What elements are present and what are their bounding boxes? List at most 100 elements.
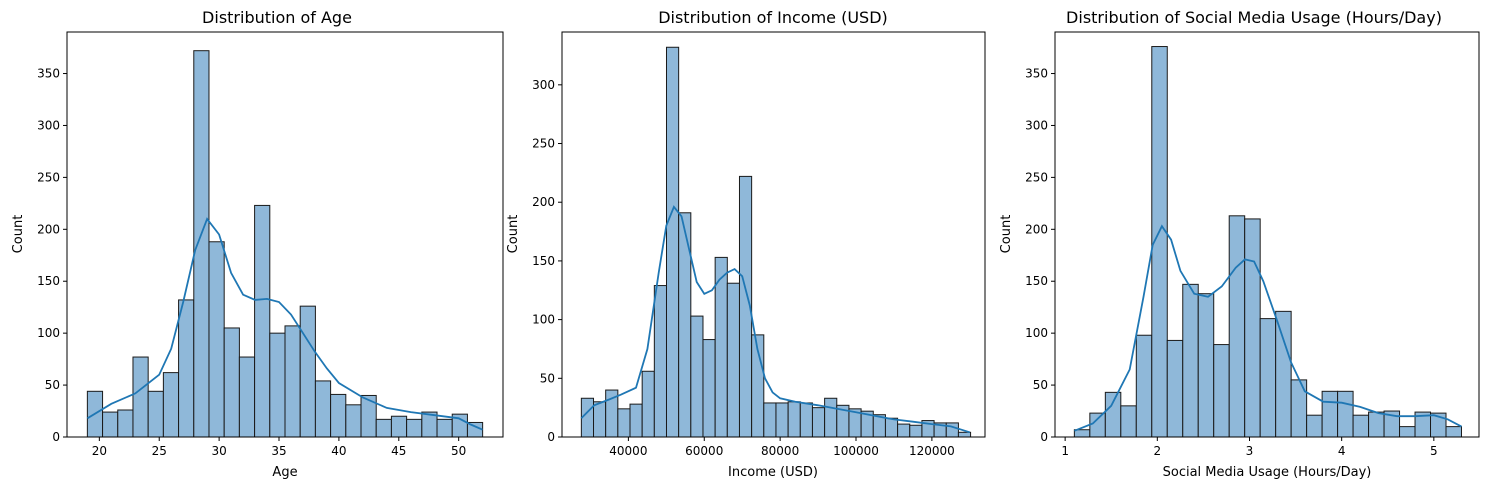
x-tick-label: 20	[92, 444, 107, 458]
y-tick-label: 350	[37, 67, 60, 81]
histogram-bar	[1135, 334, 1153, 438]
y-tick-label: 350	[1025, 67, 1048, 81]
histogram-bar	[1120, 405, 1137, 438]
kde-line	[580, 205, 971, 434]
histogram-bar	[811, 407, 826, 438]
y-tick-label: 150	[1025, 274, 1048, 288]
histogram-bar	[1228, 215, 1246, 438]
x-tick-label: 4	[1338, 444, 1346, 458]
histogram-bar	[162, 372, 180, 438]
y-tick-label: 100	[532, 313, 555, 327]
histogram-bar	[690, 315, 704, 438]
chart-title: Distribution of Social Media Usage (Hour…	[1066, 8, 1442, 27]
histogram-bar	[945, 422, 959, 438]
x-tick-label: 80000	[761, 444, 799, 458]
x-tick-label: 3	[1246, 444, 1254, 458]
plot-frame	[66, 31, 504, 438]
histogram-bar	[1089, 412, 1106, 438]
histogram-bar	[1352, 414, 1370, 438]
y-tick-label: 0	[1040, 430, 1048, 444]
x-axis-label: Social Media Usage (Hours/Day)	[1163, 465, 1372, 480]
histogram-bar	[897, 423, 911, 438]
histogram-bar	[787, 401, 801, 438]
chart-title: Distribution of Income (USD)	[658, 8, 888, 27]
y-tick-label: 200	[37, 222, 60, 236]
histogram-bar	[1244, 218, 1261, 438]
histogram-bar	[726, 282, 740, 438]
histogram-bar	[580, 397, 595, 438]
subplot-age: Distribution of Age Age Count 20 25 30 35 40…	[11, 8, 504, 480]
histogram-bar	[1104, 391, 1122, 438]
x-tick-label: 2	[1153, 444, 1161, 458]
histogram-bar	[1321, 390, 1339, 438]
histogram-bar	[284, 325, 301, 438]
y-tick-label: 300	[532, 78, 555, 92]
histogram-bar	[117, 409, 134, 438]
x-axis-label: Age	[272, 465, 297, 480]
histogram-bar	[653, 285, 667, 438]
histogram-bar	[223, 327, 240, 438]
y-tick-label: 100	[37, 326, 60, 340]
subplot-income: Distribution of Income (USD) Income (USD…	[506, 8, 986, 480]
histogram-bar	[1337, 390, 1354, 438]
histogram-bar	[629, 403, 643, 438]
y-tick-label: 200	[532, 195, 555, 209]
y-tick-label: 50	[540, 371, 555, 385]
histogram-bar	[390, 415, 408, 438]
x-tick-label: 40	[331, 444, 346, 458]
x-tick-label: 30	[211, 444, 226, 458]
y-tick-label: 300	[1025, 118, 1048, 132]
x-tick-label: 35	[271, 444, 286, 458]
kde-line	[1074, 224, 1462, 432]
histogram-bar	[641, 370, 655, 438]
y-tick-label: 200	[1025, 222, 1048, 236]
y-tick-label: 150	[37, 274, 60, 288]
y-tick-label: 100	[1025, 326, 1048, 340]
histogram-bar	[1275, 310, 1292, 438]
histogram-bar	[102, 411, 119, 438]
plot-frame	[561, 31, 986, 438]
histogram-bar	[1399, 426, 1416, 438]
histogram-bar	[1182, 283, 1199, 438]
x-tick-label: 45	[391, 444, 406, 458]
histogram-bar	[1259, 318, 1277, 438]
y-tick-label: 0	[52, 430, 60, 444]
histogram-bar	[1197, 293, 1215, 438]
subplot-social-media: Distribution of Social Media Usage (Hour…	[999, 8, 1480, 480]
y-axis-label: Count	[11, 215, 26, 254]
histogram-bar	[193, 50, 210, 438]
y-tick-label: 250	[37, 170, 60, 184]
histogram-bar	[208, 241, 225, 438]
histogram-bar	[1445, 426, 1462, 438]
x-tick-label: 1	[1061, 444, 1069, 458]
histogram-bar	[593, 401, 607, 438]
histogram-bar	[884, 417, 899, 438]
histogram-bar	[314, 380, 332, 438]
plot-frame	[1054, 31, 1480, 438]
histogram-bar	[702, 339, 716, 438]
x-tick-label: 120000	[909, 444, 955, 458]
histogram-bar	[375, 418, 392, 438]
histogram-bar	[1166, 339, 1184, 438]
histogram-bar	[269, 332, 286, 438]
histogram-bar	[665, 46, 680, 438]
histogram-bar	[763, 402, 777, 438]
x-tick-label: 40000	[609, 444, 647, 458]
histogram-bar	[957, 431, 972, 438]
y-tick-label: 150	[532, 254, 555, 268]
histogram-bar	[1368, 411, 1385, 438]
histogram-bar	[238, 356, 256, 438]
y-tick-label: 50	[45, 378, 60, 392]
y-tick-label: 0	[547, 430, 555, 444]
histogram-bar	[178, 299, 195, 438]
kde-line	[86, 217, 483, 431]
x-tick-label: 50	[451, 444, 466, 458]
y-axis-label: Count	[999, 215, 1014, 254]
histogram-bar	[1213, 344, 1230, 438]
histogram-bar	[824, 397, 838, 438]
histogram-bar	[299, 305, 316, 438]
x-tick-label: 5	[1430, 444, 1438, 458]
y-axis-label: Count	[506, 215, 521, 254]
